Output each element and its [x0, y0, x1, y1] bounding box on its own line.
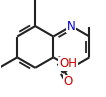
Text: OH: OH — [59, 57, 77, 70]
Text: N: N — [67, 20, 76, 33]
Text: O: O — [63, 75, 73, 88]
